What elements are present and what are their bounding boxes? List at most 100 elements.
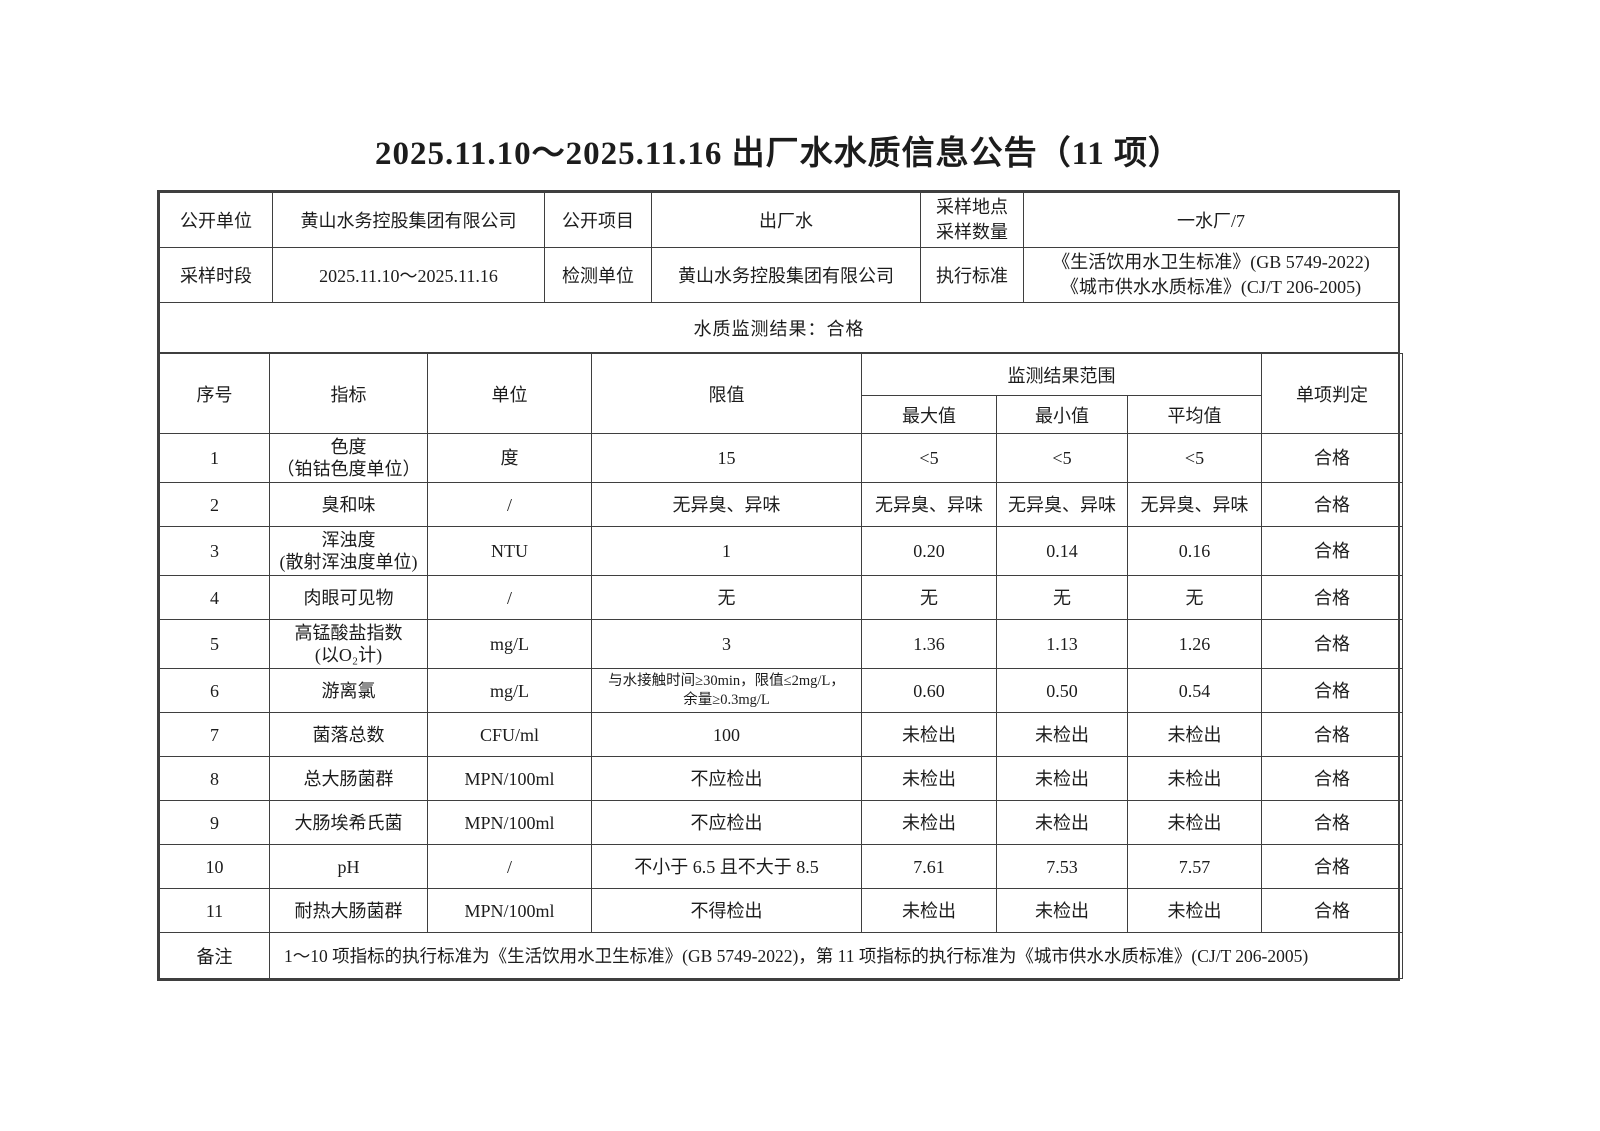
- cell-max: 0.20: [861, 526, 997, 576]
- cell-avg: 无: [1127, 575, 1262, 620]
- cell-indicator: 臭和味: [269, 482, 428, 527]
- cell-indicator: 总大肠菌群: [269, 756, 428, 801]
- cell-avg: 无异臭、异味: [1127, 482, 1262, 527]
- standard-value-line2: 《城市供水水质标准》(CJ/T 206-2005): [1060, 277, 1362, 297]
- indicator-row: 1 色度 （铂钴色度单位） 度 15 <5 <5 <5 合格: [159, 433, 1403, 483]
- cell-min: 无: [996, 575, 1128, 620]
- indicator-name: 大肠埃希氏菌: [294, 812, 403, 833]
- limit-line2: 余量≥0.3mg/L: [683, 691, 770, 708]
- cell-limit: 100: [591, 712, 862, 757]
- cell-avg: 未检出: [1127, 712, 1262, 757]
- indicator-name: 耐热大肠菌群: [294, 900, 403, 921]
- cell-indicator: 游离氯: [269, 668, 428, 713]
- indicator-row: 2 臭和味 / 无异臭、异味 无异臭、异味 无异臭、异味 无异臭、异味 合格: [159, 482, 1403, 527]
- cell-unit: MPN/100ml: [427, 800, 592, 845]
- col-header-avg: 平均值: [1127, 395, 1262, 434]
- indicator-row: 10 pH / 不小于 6.5 且不大于 8.5 7.61 7.53 7.57 …: [159, 844, 1403, 889]
- remark-label: 备注: [159, 932, 270, 979]
- cell-max: 未检出: [861, 756, 997, 801]
- indicator-row: 3 浑浊度 (散射浑浊度单位) NTU 1 0.20 0.14 0.16 合格: [159, 526, 1403, 576]
- cell-judge: 合格: [1261, 800, 1403, 845]
- indicator-table: 序号 指标 单位 限值 监测结果范围 单项判定 最大值 最小值 平均值 1 色度…: [159, 353, 1403, 979]
- cell-limit: 与水接触时间≥30min，限值≤2mg/L， 余量≥0.3mg/L: [591, 668, 862, 713]
- cell-min: 7.53: [996, 844, 1128, 889]
- cell-max: 未检出: [861, 888, 997, 933]
- cell-judge: 合格: [1261, 526, 1403, 576]
- cell-unit: /: [427, 844, 592, 889]
- cell-judge: 合格: [1261, 619, 1403, 669]
- cell-judge: 合格: [1261, 888, 1403, 933]
- cell-max: 未检出: [861, 800, 997, 845]
- page-title: 2025.11.10～2025.11.16 出厂水水质信息公告（11 项）: [374, 136, 1183, 172]
- test-unit-label: 检测单位: [544, 247, 652, 303]
- cell-no: 2: [159, 482, 270, 527]
- indicator-rows: 1 色度 （铂钴色度单位） 度 15 <5 <5 <5 合格 2 臭和味 / 无…: [159, 433, 1403, 933]
- cell-max: 7.61: [861, 844, 997, 889]
- cell-limit: 不应检出: [591, 756, 862, 801]
- cell-min: 0.50: [996, 668, 1128, 713]
- indicator-row: 4 肉眼可见物 / 无 无 无 无 合格: [159, 575, 1403, 620]
- indicator-row: 6 游离氯 mg/L 与水接触时间≥30min，限值≤2mg/L， 余量≥0.3…: [159, 668, 1403, 713]
- cell-unit: MPN/100ml: [427, 888, 592, 933]
- cell-max: <5: [861, 433, 997, 483]
- indicator-name: 总大肠菌群: [303, 768, 394, 789]
- cell-indicator: 色度 （铂钴色度单位）: [269, 433, 428, 483]
- indicator-row: 8 总大肠菌群 MPN/100ml 不应检出 未检出 未检出 未检出 合格: [159, 756, 1403, 801]
- monitoring-result-text: 水质监测结果：合格: [159, 302, 1399, 353]
- limit-line1: 1: [722, 541, 731, 561]
- cell-judge: 合格: [1261, 712, 1403, 757]
- cell-indicator: 高锰酸盐指数 (以O₂计): [269, 619, 428, 669]
- announcement-document: 2025.11.10～2025.11.16 出厂水水质信息公告（11 项） 公开…: [157, 126, 1403, 981]
- indicator-row: 9 大肠埃希氏菌 MPN/100ml 不应检出 未检出 未检出 未检出 合格: [159, 800, 1403, 845]
- sample-period-value: 2025.11.10～2025.11.16: [272, 247, 545, 303]
- cell-avg: 未检出: [1127, 800, 1262, 845]
- cell-unit: NTU: [427, 526, 592, 576]
- indicator-subnote: (以O₂计): [314, 645, 383, 665]
- indicator-name: 肉眼可见物: [303, 587, 394, 608]
- remark-text: 1～10 项指标的执行标准为《生活饮用水卫生标准》(GB 5749-2022)，…: [269, 932, 1403, 979]
- cell-limit: 15: [591, 433, 862, 483]
- indicator-subnote: （铂钴色度单位）: [276, 459, 421, 479]
- cell-no: 7: [159, 712, 270, 757]
- limit-line1: 3: [722, 634, 731, 654]
- cell-no: 11: [159, 888, 270, 933]
- cell-avg: 未检出: [1127, 756, 1262, 801]
- cell-avg: 7.57: [1127, 844, 1262, 889]
- cell-no: 6: [159, 668, 270, 713]
- sample-site-value: 一水厂/7: [1023, 192, 1399, 248]
- indicator-row: 5 高锰酸盐指数 (以O₂计) mg/L 3 1.36 1.13 1.26 合格: [159, 619, 1403, 669]
- cell-limit: 不应检出: [591, 800, 862, 845]
- cell-limit: 不得检出: [591, 888, 862, 933]
- cell-unit: /: [427, 482, 592, 527]
- cell-indicator: 耐热大肠菌群: [269, 888, 428, 933]
- info-row-1: 公开单位 黄山水务控股集团有限公司 公开项目 出厂水 采样地点 采样数量 一水厂…: [159, 192, 1399, 248]
- cell-max: 无: [861, 575, 997, 620]
- cell-min: 未检出: [996, 756, 1128, 801]
- public-item-value: 出厂水: [651, 192, 921, 248]
- cell-limit: 1: [591, 526, 862, 576]
- cell-no: 5: [159, 619, 270, 669]
- col-header-unit: 单位: [427, 353, 592, 434]
- remark-row: 备注 1～10 项指标的执行标准为《生活饮用水卫生标准》(GB 5749-202…: [159, 932, 1403, 979]
- cell-indicator: 浑浊度 (散射浑浊度单位): [269, 526, 428, 576]
- cell-no: 1: [159, 433, 270, 483]
- standard-value: 《生活饮用水卫生标准》(GB 5749-2022) 《城市供水水质标准》(CJ/…: [1023, 247, 1399, 303]
- cell-min: 未检出: [996, 800, 1128, 845]
- sample-site-label: 采样地点 采样数量: [920, 192, 1024, 248]
- cell-unit: 度: [427, 433, 592, 483]
- cell-min: <5: [996, 433, 1128, 483]
- cell-avg: <5: [1127, 433, 1262, 483]
- col-header-judge: 单项判定: [1261, 353, 1403, 434]
- standard-label: 执行标准: [920, 247, 1024, 303]
- public-unit-label: 公开单位: [159, 192, 273, 248]
- cell-min: 无异臭、异味: [996, 482, 1128, 527]
- indicator-row: 11 耐热大肠菌群 MPN/100ml 不得检出 未检出 未检出 未检出 合格: [159, 888, 1403, 933]
- cell-no: 9: [159, 800, 270, 845]
- col-header-max: 最大值: [861, 395, 997, 434]
- indicator-name: 高锰酸盐指数: [294, 623, 403, 643]
- cell-unit: CFU/ml: [427, 712, 592, 757]
- cell-max: 未检出: [861, 712, 997, 757]
- cell-min: 未检出: [996, 712, 1128, 757]
- cell-judge: 合格: [1261, 844, 1403, 889]
- cell-no: 4: [159, 575, 270, 620]
